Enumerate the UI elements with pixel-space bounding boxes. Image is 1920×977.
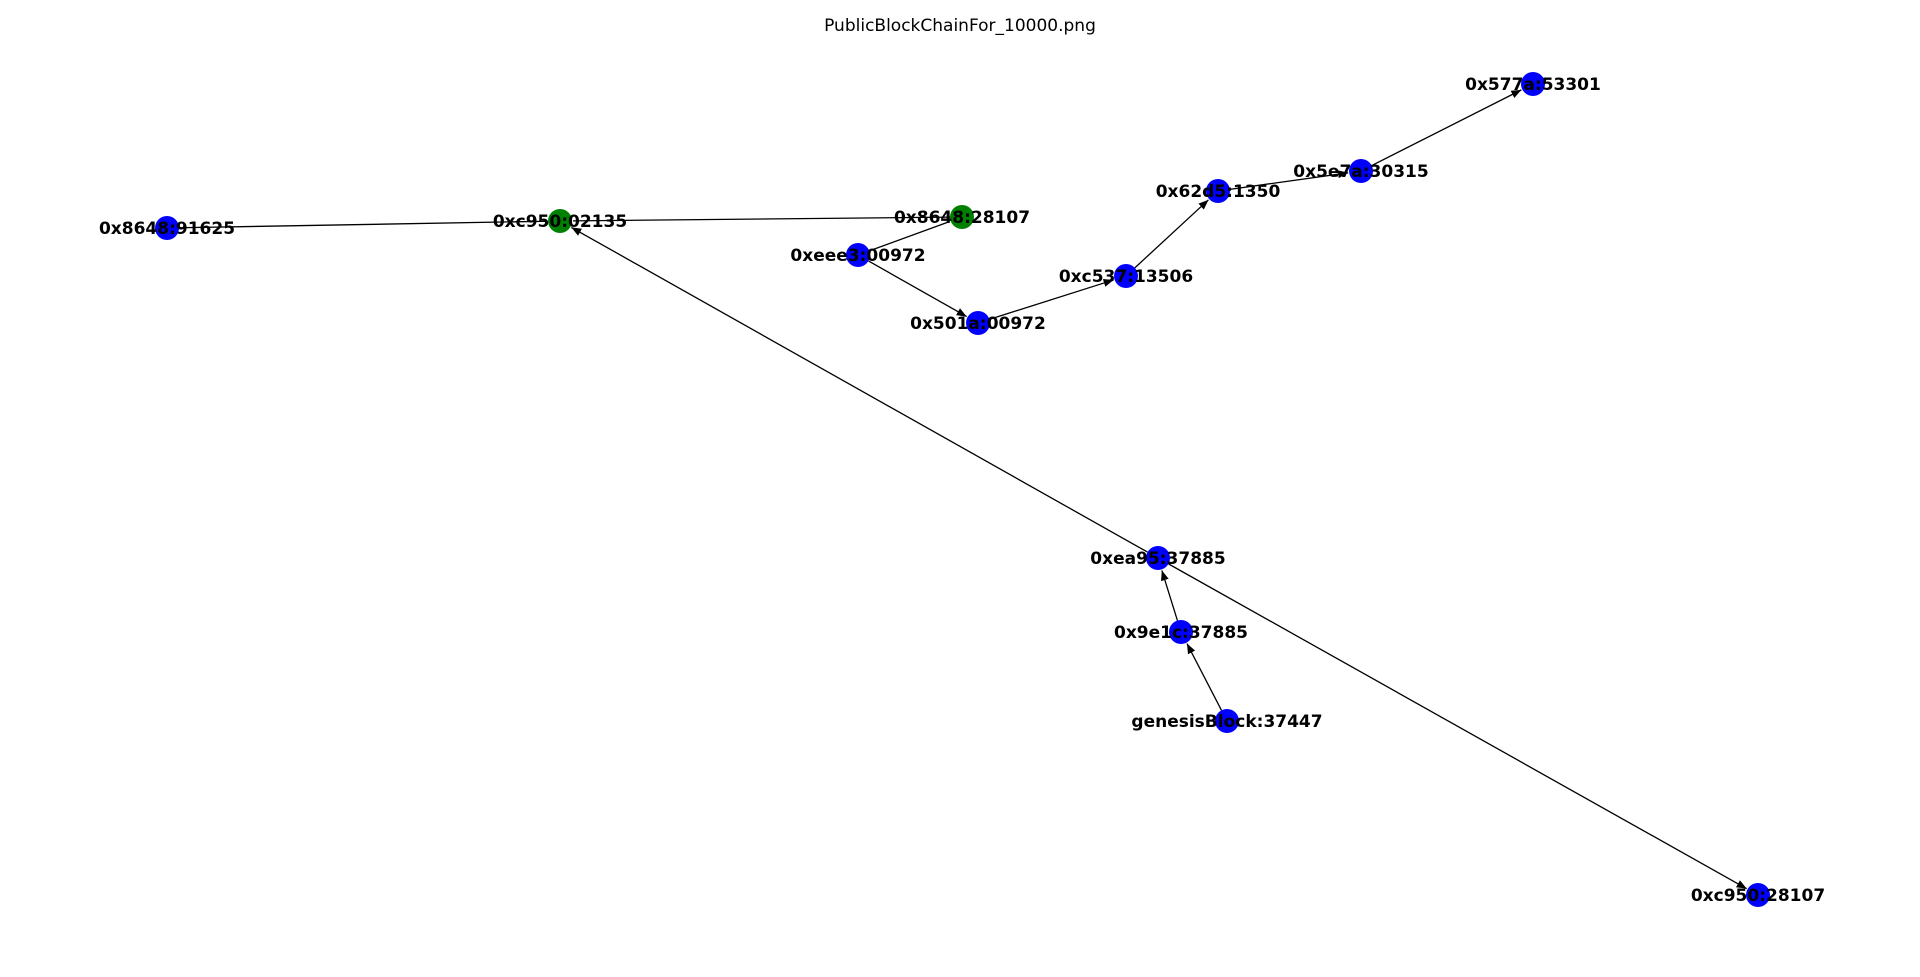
edge-n_5e7a_30315-to-n_577a_53301	[1371, 89, 1522, 167]
edge-n_eee3_00972-to-n_8648_28107	[869, 220, 951, 252]
edge-n_c537_13506-to-n_62d5_1350	[1134, 199, 1209, 269]
node-n_ea95_37885[interactable]	[1146, 546, 1170, 570]
node-label-n_c950_28107: 0xc950:28107	[1691, 886, 1825, 906]
node-n_c537_13506[interactable]	[1114, 264, 1138, 288]
node-label-n_5e7a_30315: 0x5e7a:30315	[1293, 162, 1428, 182]
node-label-n_8648_28107: 0x8648:28107	[894, 208, 1030, 228]
node-n_62d5_1350[interactable]	[1206, 179, 1230, 203]
edge-n_8648_91625-to-n_c950_02135	[178, 220, 548, 229]
labels-layer: 0x8648:91625 0xc950:02135 0x8648:28107 0xee…	[99, 75, 1825, 906]
edge-n_9e1c_37885-to-n_ea95_37885	[1161, 570, 1179, 621]
diagram-title: PublicBlockChainFor_10000.png	[824, 16, 1096, 36]
node-label-n_c537_13506: 0xc537:13506	[1059, 267, 1193, 287]
node-n_c950_28107[interactable]	[1746, 883, 1770, 907]
node-label-n_577a_53301: 0x577a:53301	[1465, 75, 1601, 95]
node-n_9e1c_37885[interactable]	[1169, 620, 1193, 644]
node-label-n_ea95_37885: 0xea95:37885	[1090, 549, 1225, 569]
node-label-n_9e1c_37885: 0x9e1c:37885	[1114, 623, 1248, 643]
node-n_8648_28107[interactable]	[950, 205, 974, 229]
node-label-n_501a_00972: 0x501a:00972	[910, 314, 1046, 334]
node-n_5e7a_30315[interactable]	[1349, 159, 1373, 183]
node-n_8648_91625[interactable]	[155, 216, 179, 240]
node-n_eee3_00972[interactable]	[846, 243, 870, 267]
node-n_genesis[interactable]	[1215, 709, 1239, 733]
edge-n_62d5_1350-to-n_5e7a_30315	[1229, 170, 1349, 190]
nodes-layer	[155, 72, 1770, 907]
node-label-n_c950_02135: 0xc950:02135	[493, 212, 627, 232]
edge-n_ea95_37885-to-n_c950_02135	[571, 226, 1148, 553]
node-label-n_eee3_00972: 0xeee3:00972	[790, 246, 925, 266]
edge-n_eee3_00972-to-n_501a_00972	[868, 260, 968, 318]
node-n_501a_00972[interactable]	[966, 311, 990, 335]
node-label-n_genesis: genesisBlock:37447	[1131, 712, 1322, 732]
edge-n_genesis-to-n_9e1c_37885	[1186, 643, 1223, 711]
node-n_c950_02135[interactable]	[548, 209, 572, 233]
node-label-n_62d5_1350: 0x62d5:1350	[1156, 182, 1281, 202]
node-label-n_8648_91625: 0x8648:91625	[99, 219, 235, 239]
node-n_577a_53301[interactable]	[1521, 72, 1545, 96]
edge-n_ea95_37885-to-n_c950_28107	[1168, 563, 1747, 890]
edge-n_501a_00972-to-n_c537_13506	[989, 279, 1114, 320]
edge-n_8648_28107-to-n_c950_02135	[572, 216, 951, 222]
edges-layer	[178, 89, 1747, 890]
